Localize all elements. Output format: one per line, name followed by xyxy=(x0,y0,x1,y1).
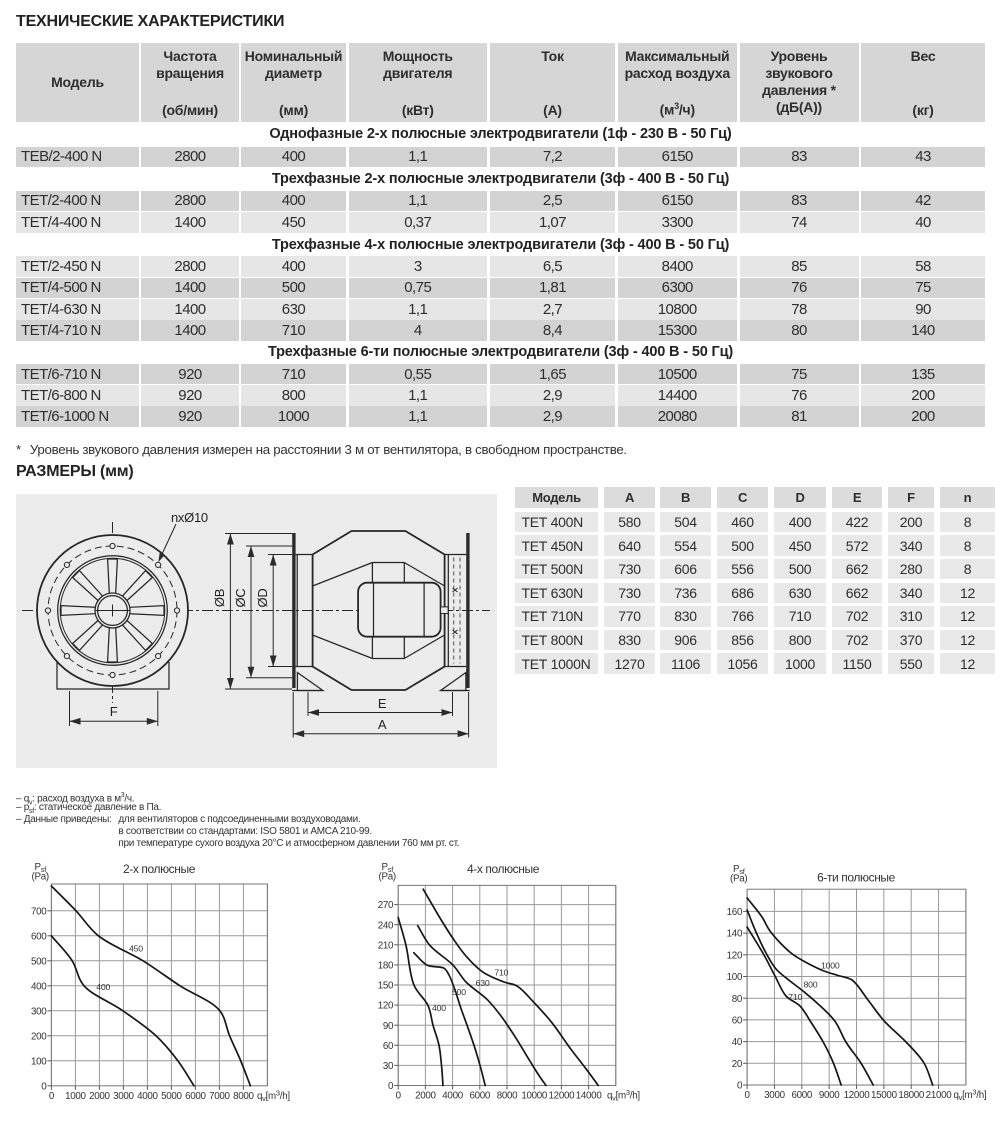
svg-text:700: 700 xyxy=(31,906,47,917)
svg-text:6000: 6000 xyxy=(791,1090,812,1101)
svg-text:9000: 9000 xyxy=(819,1090,840,1101)
svg-text:(Pa): (Pa) xyxy=(730,874,747,885)
svg-text:710: 710 xyxy=(494,968,508,978)
svg-text:6-ти полюсные: 6-ти полюсные xyxy=(817,871,896,885)
svg-text:3000: 3000 xyxy=(113,1091,134,1102)
svg-text:400: 400 xyxy=(96,982,110,992)
svg-text:0: 0 xyxy=(41,1081,47,1092)
svg-text:0: 0 xyxy=(737,1081,743,1092)
svg-text:0: 0 xyxy=(388,1081,394,1092)
svg-text:60: 60 xyxy=(732,1016,743,1027)
svg-text:4000: 4000 xyxy=(442,1091,463,1102)
svg-text:(Pa): (Pa) xyxy=(379,872,396,883)
svg-text:(Pa): (Pa) xyxy=(32,872,49,883)
svg-text:3000: 3000 xyxy=(764,1090,785,1101)
svg-text:A: A xyxy=(378,717,387,732)
svg-text:150: 150 xyxy=(378,981,394,992)
svg-text:Psf: Psf xyxy=(382,862,395,874)
svg-text:400: 400 xyxy=(432,1003,446,1013)
svg-text:6000: 6000 xyxy=(469,1091,490,1102)
svg-text:90: 90 xyxy=(383,1021,394,1032)
svg-text:E: E xyxy=(378,696,387,711)
svg-text:7000: 7000 xyxy=(209,1091,230,1102)
svg-text:21000: 21000 xyxy=(926,1090,953,1101)
svg-text:F: F xyxy=(110,704,118,719)
svg-text:120: 120 xyxy=(727,950,743,961)
svg-text:200: 200 xyxy=(31,1031,47,1042)
svg-text:6000: 6000 xyxy=(185,1091,206,1102)
svg-text:18000: 18000 xyxy=(898,1090,925,1101)
svg-text:0: 0 xyxy=(49,1091,55,1102)
svg-text:8000: 8000 xyxy=(497,1091,518,1102)
svg-text:qv[m3/h]: qv[m3/h] xyxy=(257,1088,290,1103)
svg-text:2-х полюсные: 2-х полюсные xyxy=(123,862,196,876)
svg-text:nxØ10: nxØ10 xyxy=(171,510,208,525)
svg-text:Psf: Psf xyxy=(35,862,48,874)
svg-text:60: 60 xyxy=(383,1041,394,1052)
svg-text:630: 630 xyxy=(476,978,490,988)
svg-text:2000: 2000 xyxy=(89,1091,110,1102)
svg-text:500: 500 xyxy=(31,956,47,967)
svg-text:800: 800 xyxy=(804,980,818,990)
svg-text:100: 100 xyxy=(727,972,743,983)
svg-text:Psf: Psf xyxy=(733,864,746,876)
svg-text:5000: 5000 xyxy=(161,1091,182,1102)
svg-text:20: 20 xyxy=(732,1059,743,1070)
svg-text:710: 710 xyxy=(788,992,802,1002)
svg-text:12000: 12000 xyxy=(549,1091,576,1102)
svg-text:100: 100 xyxy=(31,1056,47,1067)
svg-text:10000: 10000 xyxy=(521,1091,548,1102)
svg-text:120: 120 xyxy=(378,1001,394,1012)
svg-text:40: 40 xyxy=(732,1037,743,1048)
svg-text:4-х полюсные: 4-х полюсные xyxy=(467,862,540,876)
svg-text:270: 270 xyxy=(378,900,394,911)
svg-text:450: 450 xyxy=(129,944,143,954)
svg-text:30: 30 xyxy=(383,1061,394,1072)
svg-text:2000: 2000 xyxy=(415,1091,436,1102)
svg-text:180: 180 xyxy=(378,961,394,972)
svg-text:4000: 4000 xyxy=(137,1091,158,1102)
svg-text:0: 0 xyxy=(396,1091,402,1102)
svg-text:14000: 14000 xyxy=(576,1091,603,1102)
svg-text:qv[m3/h]: qv[m3/h] xyxy=(954,1088,987,1103)
svg-text:0: 0 xyxy=(745,1090,751,1101)
svg-text:15000: 15000 xyxy=(871,1090,898,1101)
svg-text:160: 160 xyxy=(727,907,743,918)
svg-text:ØD: ØD xyxy=(255,589,270,608)
svg-text:ØC: ØC xyxy=(233,589,248,608)
svg-text:140: 140 xyxy=(727,929,743,940)
svg-text:8000: 8000 xyxy=(233,1091,254,1102)
svg-text:300: 300 xyxy=(31,1006,47,1017)
svg-text:240: 240 xyxy=(378,920,394,931)
svg-text:500: 500 xyxy=(452,987,466,997)
svg-text:1000: 1000 xyxy=(821,961,840,971)
svg-text:600: 600 xyxy=(31,931,47,942)
svg-text:400: 400 xyxy=(31,981,47,992)
svg-text:12000: 12000 xyxy=(844,1090,871,1101)
svg-text:qv[m3/h]: qv[m3/h] xyxy=(607,1088,640,1103)
svg-text:80: 80 xyxy=(732,994,743,1005)
svg-text:1000: 1000 xyxy=(65,1091,86,1102)
svg-text:210: 210 xyxy=(378,940,394,951)
svg-text:ØB: ØB xyxy=(212,589,227,607)
